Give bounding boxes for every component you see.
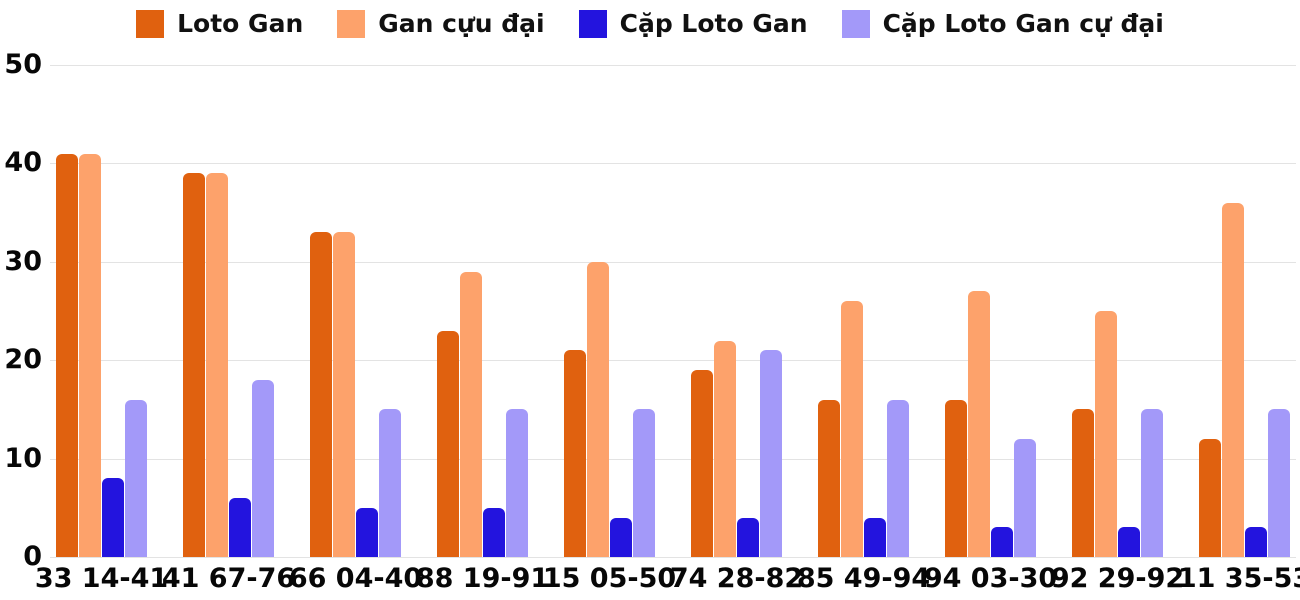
bar-s1-c6[interactable]	[691, 370, 713, 557]
gridline-30	[50, 261, 1296, 263]
chart-legend: Loto Gan Gan cựu đại Cặp Loto Gan Cặp Loto …	[0, 9, 1300, 38]
bar-s3-c4[interactable]	[483, 507, 505, 557]
bar-s4-c9[interactable]	[1141, 409, 1163, 557]
x-axis-label-3: 66 04-40	[288, 563, 423, 594]
x-axis-label-5: 15 05-50	[542, 563, 677, 594]
bar-s4-c1[interactable]	[125, 399, 147, 557]
y-axis-tick-20: 20	[4, 344, 42, 376]
bar-s2-c1[interactable]	[79, 153, 101, 557]
x-axis-label-9: 92 29-92	[1050, 563, 1185, 594]
bar-s4-c3[interactable]	[379, 409, 401, 557]
bar-s4-c2[interactable]	[252, 379, 274, 557]
legend-swatch-icon	[578, 9, 607, 38]
gridline-20	[50, 360, 1296, 362]
legend-item-4[interactable]: Cặp Loto Gan cự đại	[841, 9, 1164, 38]
bar-s4-c8[interactable]	[1014, 438, 1036, 557]
x-axis-label-1: 33 14-41	[34, 563, 169, 594]
bar-s2-c8[interactable]	[968, 291, 990, 557]
bar-s1-c5[interactable]	[564, 350, 586, 557]
bar-s4-c10[interactable]	[1268, 409, 1290, 557]
bar-s1-c7[interactable]	[818, 399, 840, 557]
x-axis-label-4: 88 19-91	[415, 563, 550, 594]
bar-s3-c7[interactable]	[864, 517, 886, 557]
bar-s3-c1[interactable]	[102, 478, 124, 557]
bar-s2-c5[interactable]	[587, 261, 609, 557]
legend-label: Cặp Loto Gan cự đại	[882, 9, 1164, 38]
gridline-0	[50, 557, 1296, 558]
legend-label: Loto Gan	[177, 9, 304, 38]
gridline-40	[50, 163, 1296, 165]
bar-s1-c1[interactable]	[56, 153, 78, 557]
bar-s1-c3[interactable]	[310, 232, 332, 557]
y-axis-tick-10: 10	[4, 442, 42, 474]
bar-s3-c3[interactable]	[356, 507, 378, 557]
gridline-50	[50, 65, 1296, 66]
bar-s2-c6[interactable]	[714, 340, 736, 557]
bar-s2-c10[interactable]	[1222, 202, 1244, 557]
legend-label: Gan cựu đại	[378, 9, 545, 38]
bar-s1-c2[interactable]	[183, 173, 205, 557]
y-axis-tick-30: 30	[4, 245, 42, 277]
bar-s3-c5[interactable]	[610, 517, 632, 557]
bar-s2-c4[interactable]	[460, 271, 482, 557]
bar-s1-c4[interactable]	[437, 330, 459, 557]
bar-s2-c9[interactable]	[1095, 311, 1117, 557]
bar-s3-c9[interactable]	[1118, 527, 1140, 557]
gridline-10	[50, 458, 1296, 460]
y-axis-tick-40: 40	[4, 147, 42, 179]
legend-swatch-icon	[841, 9, 870, 38]
y-axis-tick-50: 50	[4, 49, 42, 80]
x-axis-label-7: 85 49-94	[796, 563, 931, 594]
bar-s1-c8[interactable]	[945, 399, 967, 557]
bar-s3-c8[interactable]	[991, 527, 1013, 557]
legend-label: Cặp Loto Gan	[619, 9, 808, 38]
x-axis-label-6: 74 28-82	[669, 563, 804, 594]
bar-s1-c10[interactable]	[1199, 438, 1221, 557]
bar-s4-c6[interactable]	[760, 350, 782, 557]
x-axis-label-10: 11 35-53	[1177, 563, 1300, 594]
legend-item-2[interactable]: Gan cựu đại	[337, 9, 545, 38]
bar-s4-c4[interactable]	[506, 409, 528, 557]
bar-s4-c5[interactable]	[633, 409, 655, 557]
bar-s2-c7[interactable]	[841, 301, 863, 557]
x-axis-label-8: 94 03-30	[923, 563, 1058, 594]
bar-s3-c6[interactable]	[737, 517, 759, 557]
bar-s3-c2[interactable]	[229, 497, 251, 557]
bar-s1-c9[interactable]	[1072, 409, 1094, 557]
y-axis-tick-0: 0	[23, 541, 42, 572]
x-axis-label-2: 41 67-76	[161, 563, 296, 594]
bar-s2-c2[interactable]	[206, 173, 228, 557]
bar-s2-c3[interactable]	[333, 232, 355, 557]
legend-item-3[interactable]: Cặp Loto Gan	[578, 9, 808, 38]
bar-s4-c7[interactable]	[887, 399, 909, 557]
bar-s3-c10[interactable]	[1245, 527, 1267, 557]
legend-swatch-icon	[136, 9, 165, 38]
legend-item-1[interactable]: Loto Gan	[136, 9, 303, 38]
legend-swatch-icon	[337, 9, 366, 38]
